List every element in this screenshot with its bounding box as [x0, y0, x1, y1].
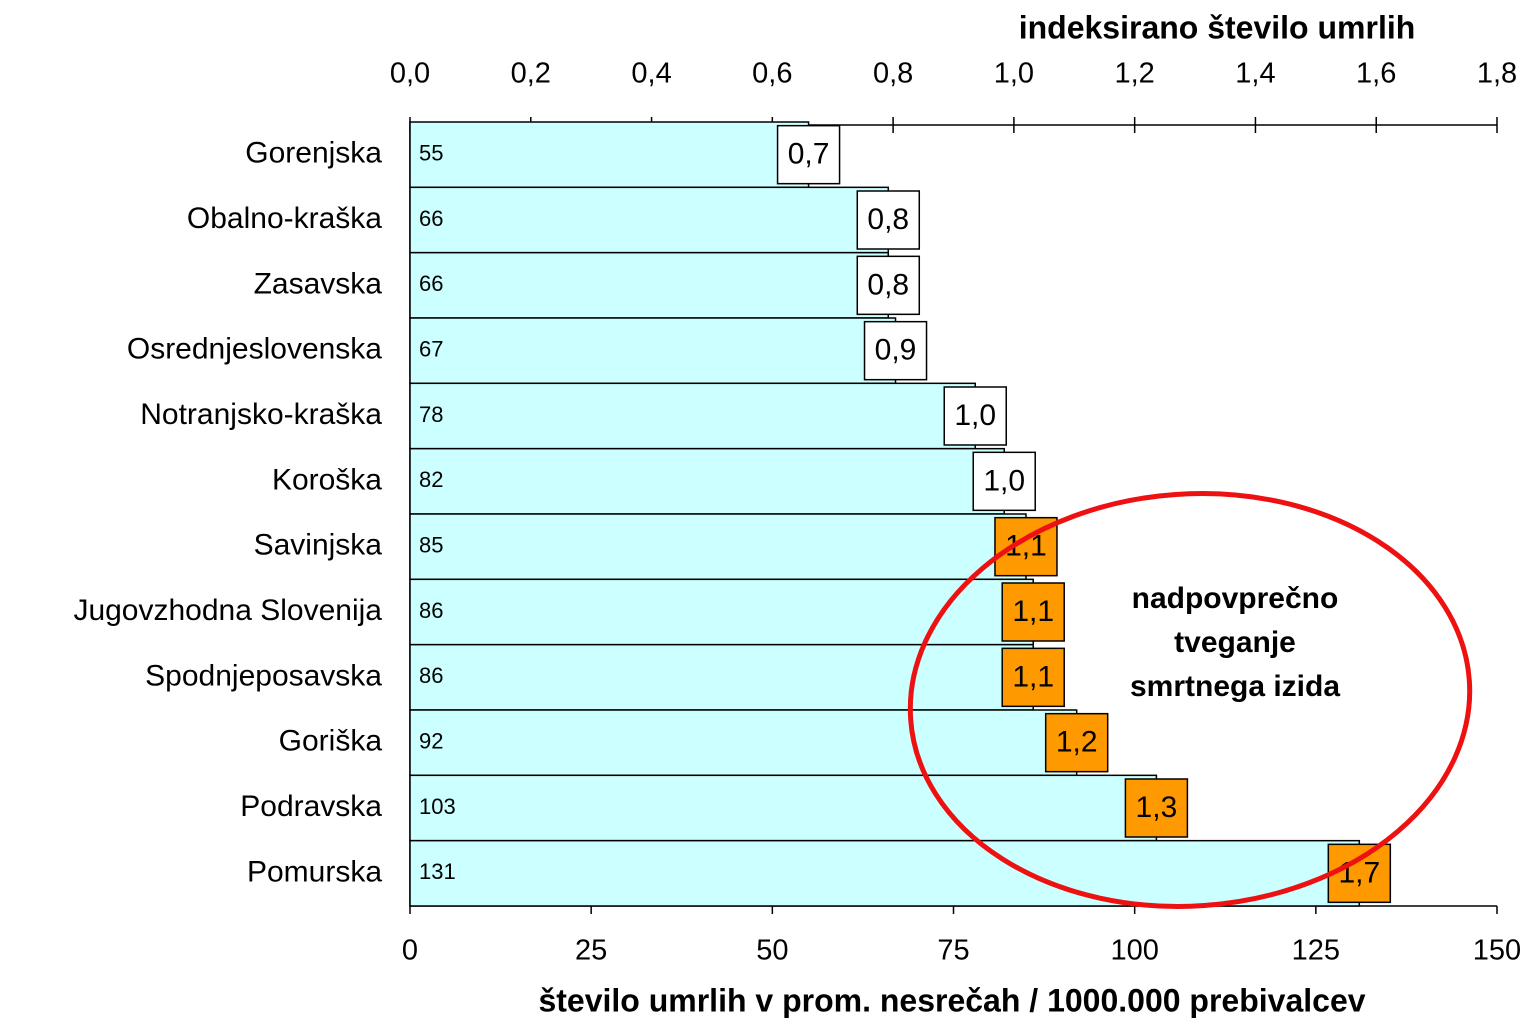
index-label: 0,7: [788, 138, 830, 171]
x2-tick-label: 0,8: [873, 58, 913, 90]
index-label: 1,1: [1012, 660, 1054, 693]
bar-value-label: 85: [419, 532, 443, 557]
category-label: Savinjska: [254, 529, 383, 562]
x2-tick-label: 1,6: [1356, 58, 1396, 90]
category-label: Obalno-kraška: [187, 202, 382, 235]
index-label: 1,0: [983, 464, 1025, 497]
index-box: [856, 255, 921, 316]
index-box: [1001, 647, 1065, 708]
x-tick-label: 50: [756, 935, 788, 967]
bar-value-label: 86: [419, 598, 443, 623]
category-label: Jugovzhodna Slovenija: [73, 594, 382, 627]
x2-tick-label: 1,0: [994, 58, 1034, 90]
bar: [409, 709, 1078, 777]
bar-value-label: 67: [419, 336, 443, 361]
x-tick-label: 0: [402, 935, 418, 967]
index-label: 1,2: [1056, 726, 1098, 759]
bar: [409, 121, 810, 189]
bar-value-label: 131: [419, 859, 456, 884]
x-tick-label: 125: [1292, 935, 1340, 967]
x2-tick-label: 0,6: [752, 58, 792, 90]
index-box: [1124, 778, 1189, 838]
category-label: Gorenjska: [245, 137, 382, 170]
category-label: Osrednjeslovenska: [127, 333, 382, 366]
x2-tick-label: 0,4: [631, 58, 671, 90]
index-label: 1,3: [1136, 791, 1178, 824]
bar-value-label: 78: [419, 402, 443, 427]
category-label: Pomurska: [247, 855, 382, 888]
bar: [409, 186, 890, 254]
index-box: [856, 190, 921, 250]
annotation-ellipse: [907, 491, 1473, 909]
index-box: [776, 124, 841, 185]
index-label: 0,8: [867, 268, 909, 301]
annotation-text: smrtnega izida: [1130, 670, 1340, 703]
x-tick-label: 100: [1110, 935, 1158, 967]
index-box: [863, 320, 928, 381]
x2-tick-label: 0,2: [511, 58, 551, 90]
bar-value-label: 103: [419, 794, 456, 819]
x2-tick-label: 0,0: [390, 58, 430, 90]
index-label: 1,1: [1012, 595, 1054, 628]
index-box: [1044, 712, 1109, 773]
category-label: Podravska: [240, 790, 382, 823]
index-box: [1327, 843, 1392, 904]
bar: [409, 447, 1005, 515]
bar: [409, 317, 897, 385]
index-label: 0,9: [875, 334, 917, 367]
x-tick-label: 150: [1473, 935, 1521, 967]
top-axis-title: indeksirano število umrlih: [1019, 9, 1416, 45]
annotation-text: tveganje: [1174, 626, 1296, 659]
bar: [409, 513, 1027, 581]
bar: [409, 643, 1034, 711]
category-label: Zasavska: [254, 267, 383, 300]
x-tick-label: 75: [937, 935, 969, 967]
index-box: [1001, 582, 1065, 642]
category-label: Spodnjeposavska: [145, 659, 382, 692]
bar-value-label: 66: [419, 206, 443, 231]
bar-value-label: 55: [419, 140, 443, 165]
x2-tick-label: 1,4: [1235, 58, 1275, 90]
index-label: 1,0: [954, 399, 996, 432]
bar-value-label: 86: [419, 663, 443, 688]
category-label: Koroška: [272, 463, 382, 496]
annotation-text: nadpovprečno: [1132, 582, 1339, 615]
x2-tick-label: 1,2: [1115, 58, 1155, 90]
category-label: Goriška: [279, 725, 383, 758]
index-box: [943, 386, 1007, 446]
index-label: 0,8: [867, 203, 909, 236]
x2-tick-label: 1,8: [1477, 58, 1517, 90]
bar: [409, 382, 976, 450]
bottom-axis-title: število umrlih v prom. nesrečah / 1000.0…: [538, 982, 1365, 1018]
index-label: 1,7: [1338, 856, 1380, 889]
bar: [409, 774, 1158, 842]
index-box: [972, 451, 1036, 512]
x-tick-label: 25: [575, 935, 607, 967]
bar-value-label: 66: [419, 271, 443, 296]
bar: [409, 251, 890, 319]
bar: [409, 839, 1361, 907]
category-label: Notranjsko-kraška: [140, 398, 382, 431]
bar-value-label: 82: [419, 467, 443, 492]
bar-value-label: 92: [419, 728, 443, 753]
